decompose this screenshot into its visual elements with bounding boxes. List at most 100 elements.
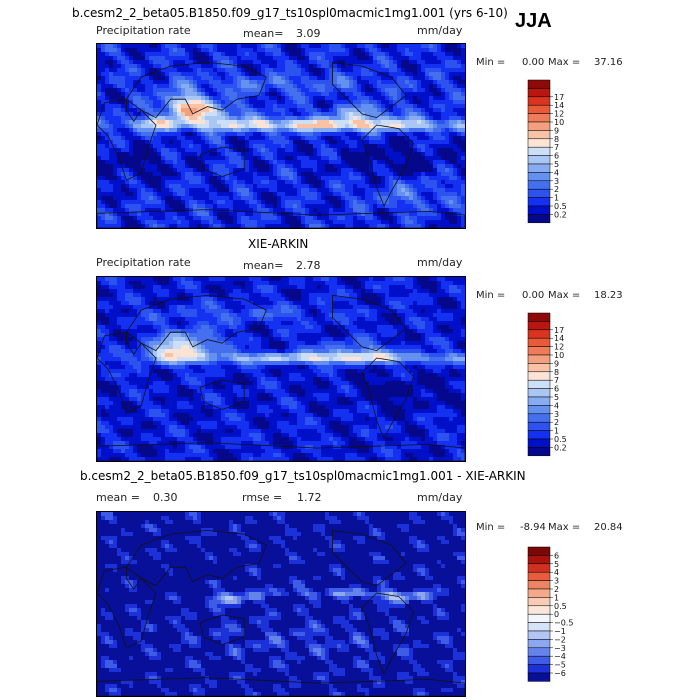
- panel1-cell: [417, 212, 422, 217]
- panel1-cell: [417, 64, 422, 69]
- panel1-colorbar-label: 1: [554, 194, 559, 203]
- panel1-cell: [413, 208, 418, 213]
- panel1-cell: [297, 176, 302, 181]
- panel1-cell: [457, 88, 462, 93]
- panel1-cell: [221, 60, 226, 65]
- panel1-cell: [349, 160, 354, 165]
- panel1-cell: [225, 84, 230, 89]
- panel2-cell: [101, 281, 106, 286]
- panel1-cell: [109, 144, 114, 149]
- panel1-cell: [157, 88, 162, 93]
- panel1-cell: [305, 188, 310, 193]
- panel1-cell: [165, 140, 170, 145]
- panel2-cell: [141, 277, 146, 282]
- panel1-cell: [189, 44, 194, 49]
- panel2-cell: [321, 281, 326, 286]
- panel2-cell: [377, 277, 382, 282]
- panel2-cell: [201, 289, 206, 294]
- panel1-cell: [349, 144, 354, 149]
- panel1-cell: [305, 120, 310, 125]
- panel2-cell: [113, 301, 118, 306]
- panel1-cell: [233, 140, 238, 145]
- panel1-cell: [141, 76, 146, 81]
- panel2-cell: [413, 277, 418, 282]
- panel1-cell: [233, 156, 238, 161]
- panel1-cell: [397, 76, 402, 81]
- panel2-cell: [425, 297, 430, 302]
- panel1-cell: [217, 60, 222, 65]
- panel1-cell: [245, 92, 250, 97]
- panel1-cell: [401, 160, 406, 165]
- panel1-cell: [409, 180, 414, 185]
- panel2-cell: [189, 277, 194, 282]
- panel1-cell: [373, 108, 378, 113]
- panel1-cell: [389, 148, 394, 153]
- panel1-cell: [305, 208, 310, 213]
- panel1-cell: [117, 112, 122, 117]
- panel1-cell: [177, 56, 182, 61]
- panel2-cell: [149, 297, 154, 302]
- panel1-cell: [337, 144, 342, 149]
- panel1-cell: [209, 68, 214, 73]
- panel1-cell: [321, 140, 326, 145]
- panel1-cell: [453, 92, 458, 97]
- panel1-cell: [373, 192, 378, 197]
- panel1-cell: [325, 156, 330, 161]
- panel2-cell: [437, 301, 442, 306]
- panel1-cell: [433, 132, 438, 137]
- panel1-cell: [217, 44, 222, 49]
- panel1-cell: [121, 92, 126, 97]
- panel1-cell: [385, 80, 390, 85]
- panel1-cell: [361, 208, 366, 213]
- panel1-cell: [281, 188, 286, 193]
- panel1-cell: [301, 184, 306, 189]
- panel1-cell: [277, 56, 282, 61]
- panel1-cell: [125, 120, 130, 125]
- panel1-cell: [261, 156, 266, 161]
- panel1-cell: [337, 204, 342, 209]
- panel1-cell: [385, 128, 390, 133]
- panel1-cell: [233, 192, 238, 197]
- panel1-cell: [373, 184, 378, 189]
- panel2-cell: [253, 281, 258, 286]
- panel1-cell: [317, 124, 322, 129]
- panel2-cell: [337, 301, 342, 306]
- panel1-cell: [109, 156, 114, 161]
- panel1-cell: [373, 176, 378, 181]
- panel2-cell: [457, 293, 462, 298]
- panel1-cell: [153, 168, 158, 173]
- panel1-cell: [109, 44, 114, 49]
- panel1-cell: [289, 164, 294, 169]
- panel1-cell: [181, 152, 186, 157]
- panel1-cell: [97, 104, 102, 109]
- panel1-cell: [197, 44, 202, 49]
- panel1-cell: [297, 192, 302, 197]
- panel1-cell: [173, 92, 178, 97]
- panel2-cell: [257, 277, 262, 282]
- panel1-cell: [405, 204, 410, 209]
- panel1-cell: [201, 188, 206, 193]
- panel1-cell: [441, 164, 446, 169]
- panel1-cell: [169, 88, 174, 93]
- panel1-cell: [201, 172, 206, 177]
- panel1-cell: [321, 44, 326, 49]
- panel2-cell: [289, 305, 294, 310]
- panel1-cell: [349, 120, 354, 125]
- panel2-cell: [229, 281, 234, 286]
- panel1-cell: [265, 148, 270, 153]
- panel1-cell: [281, 116, 286, 121]
- panel1-cell: [409, 156, 414, 161]
- panel1-cell: [121, 80, 126, 85]
- panel1-cell: [357, 88, 362, 93]
- panel1-cell: [349, 168, 354, 173]
- panel1-cell: [321, 124, 326, 129]
- panel2-cell: [129, 281, 134, 286]
- panel1-cell: [437, 200, 442, 205]
- panel1-cell: [241, 140, 246, 145]
- panel2-cell: [257, 297, 262, 302]
- panel1-cell: [141, 192, 146, 197]
- panel1-cell: [169, 172, 174, 177]
- panel1-cell: [309, 160, 314, 165]
- panel2-cell: [429, 301, 434, 306]
- panel1-cell: [137, 52, 142, 57]
